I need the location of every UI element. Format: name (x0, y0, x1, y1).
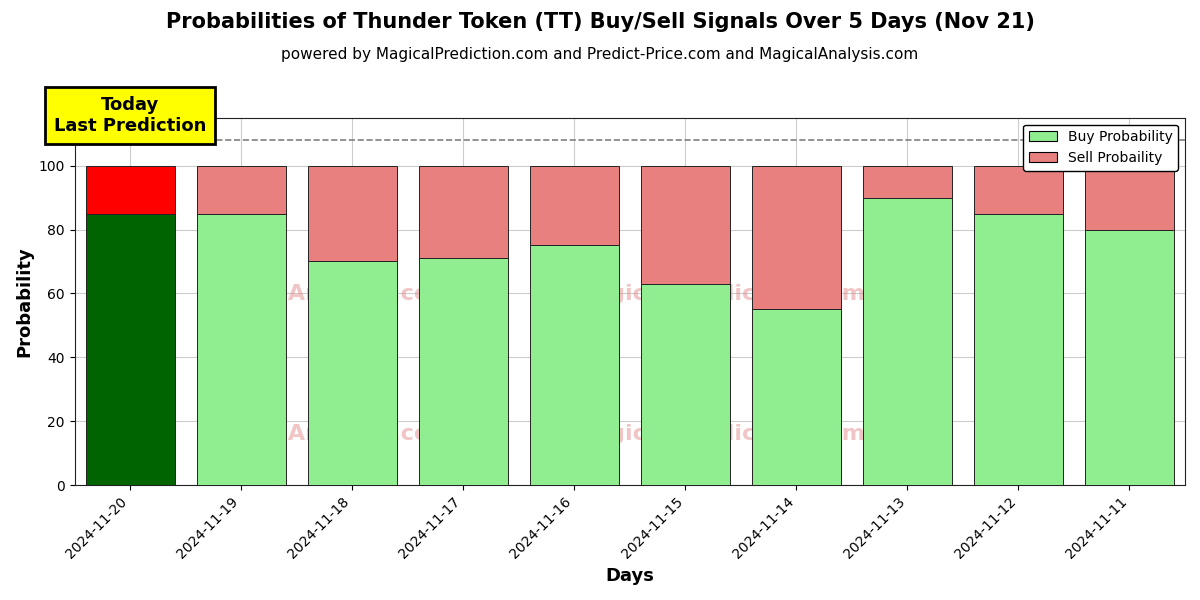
Bar (197, 214, 286, 485)
Bar (752, 166, 841, 310)
Text: MagicallPrediction.com: MagicallPrediction.com (572, 284, 865, 304)
Bar (1085, 230, 1174, 485)
Text: MagicallPrediction.com: MagicallPrediction.com (572, 424, 865, 443)
Text: Probabilities of Thunder Token (TT) Buy/Sell Signals Over 5 Days (Nov 21): Probabilities of Thunder Token (TT) Buy/… (166, 12, 1034, 32)
Bar (752, 310, 841, 485)
X-axis label: Days: Days (605, 567, 654, 585)
Bar (974, 166, 1063, 214)
Bar (308, 166, 397, 262)
Text: calAnalysis.com: calAnalysis.com (252, 424, 452, 443)
Text: powered by MagicalPrediction.com and Predict-Price.com and MagicalAnalysis.com: powered by MagicalPrediction.com and Pre… (281, 47, 919, 62)
Bar (641, 166, 730, 284)
Bar (197, 166, 286, 214)
Bar (1085, 166, 1174, 230)
Bar (419, 258, 508, 485)
Bar (85, 166, 174, 214)
Bar (530, 245, 619, 485)
Bar (530, 166, 619, 245)
Legend: Buy Probability, Sell Probaility: Buy Probability, Sell Probaility (1024, 125, 1178, 171)
Bar (641, 284, 730, 485)
Bar (974, 214, 1063, 485)
Bar (308, 262, 397, 485)
Text: calAnalysis.com: calAnalysis.com (252, 284, 452, 304)
Bar (419, 166, 508, 258)
Text: Today
Last Prediction: Today Last Prediction (54, 97, 206, 135)
Bar (863, 197, 952, 485)
Bar (863, 166, 952, 197)
Y-axis label: Probability: Probability (16, 246, 34, 357)
Bar (85, 214, 174, 485)
